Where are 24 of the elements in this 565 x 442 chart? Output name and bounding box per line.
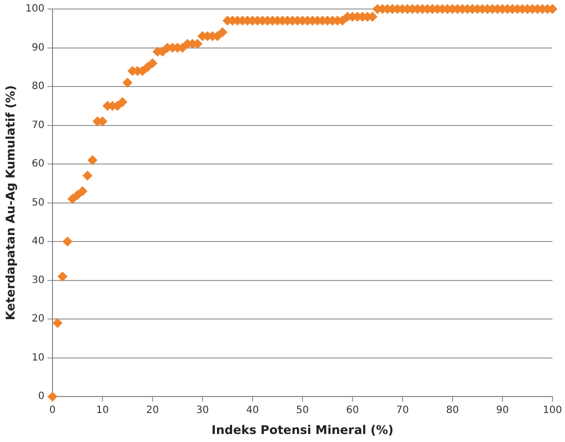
x-tick-label: 0: [49, 405, 56, 416]
x-tick-label: 80: [446, 405, 459, 416]
y-axis-title: Keterdapatan Au-Ag Kumulatif (%): [3, 85, 18, 320]
y-tick-label: 20: [32, 314, 44, 325]
x-tick-label: 20: [146, 405, 159, 416]
x-axis-title: Indeks Potensi Mineral (%): [211, 422, 394, 437]
y-tick-label: 100: [25, 4, 44, 15]
y-tick-label: 10: [32, 352, 44, 364]
y-tick-label: 40: [32, 236, 44, 248]
x-tick-label: 30: [196, 405, 209, 416]
x-tick-label: 70: [396, 405, 409, 416]
y-tick-label: 70: [32, 120, 44, 131]
y-tick-label: 90: [32, 42, 44, 54]
y-tick-label: 30: [32, 274, 44, 286]
x-tick-label: 10: [96, 405, 109, 416]
y-tick-label: 60: [32, 158, 44, 170]
y-tick-label: 0: [38, 391, 44, 402]
x-tick-label: 100: [542, 405, 562, 416]
y-tick-label: 80: [32, 81, 44, 92]
x-tick-label: 90: [496, 405, 509, 416]
x-tick-label: 50: [296, 405, 309, 416]
y-tick-label: 50: [32, 197, 44, 208]
x-tick-label: 40: [246, 405, 259, 416]
x-tick-label: 60: [346, 405, 359, 416]
